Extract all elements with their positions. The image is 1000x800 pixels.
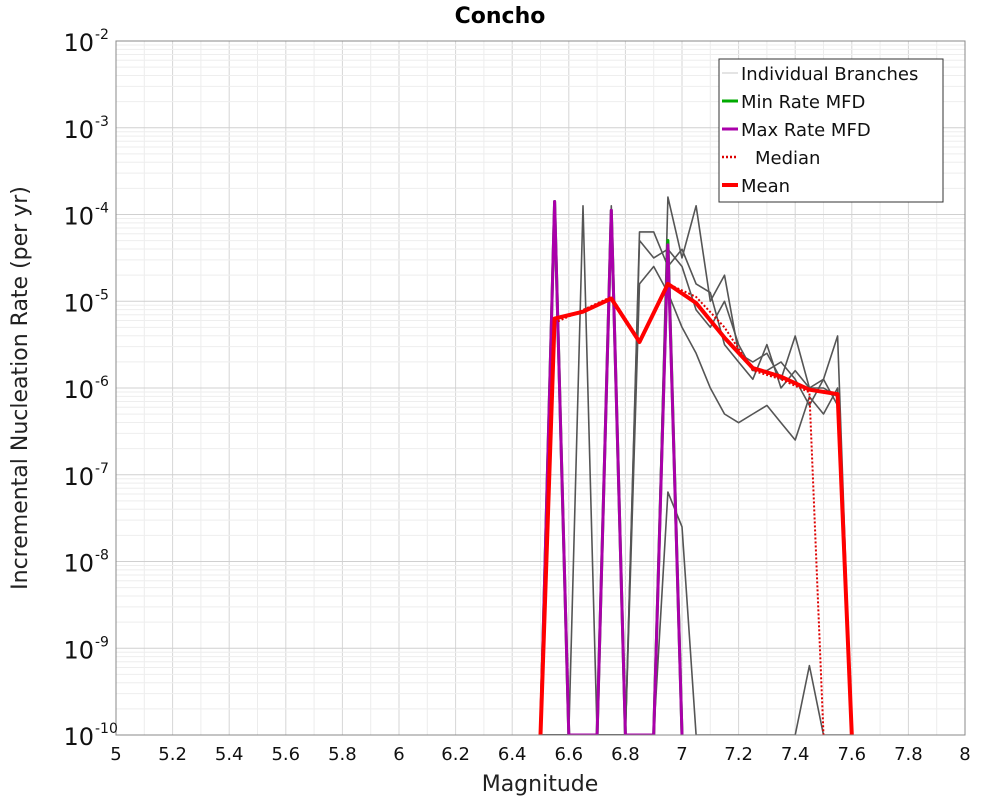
y-tick-exponent: -7 bbox=[95, 461, 109, 477]
chart-title: Concho bbox=[455, 4, 546, 29]
y-tick-label: 10 -9 bbox=[63, 634, 109, 664]
x-tick-label: 6.2 bbox=[441, 744, 470, 765]
x-tick-label: 6.4 bbox=[498, 744, 527, 765]
y-tick-base: 10 bbox=[63, 723, 94, 751]
y-tick-label: 10 -3 bbox=[63, 114, 109, 144]
branch-line bbox=[540, 196, 853, 735]
y-tick-base: 10 bbox=[63, 636, 94, 664]
y-tick-exponent: -8 bbox=[95, 548, 109, 564]
y-tick-label: 10 -2 bbox=[63, 27, 109, 57]
y-tick-label: 10 -7 bbox=[63, 461, 109, 491]
x-tick-label: 7 bbox=[676, 744, 687, 765]
y-tick-base: 10 bbox=[63, 550, 94, 578]
y-tick-label: 10 -4 bbox=[63, 201, 109, 231]
x-tick-label: 8 bbox=[959, 744, 970, 765]
x-tick-label: 5 bbox=[110, 744, 121, 765]
x-tick-label: 7.8 bbox=[894, 744, 923, 765]
legend-entry: Min Rate MFD bbox=[722, 92, 865, 113]
x-tick-label: 7.6 bbox=[837, 744, 866, 765]
series-group bbox=[538, 196, 854, 735]
y-tick-exponent: -6 bbox=[95, 374, 109, 390]
x-tick-label: 5.2 bbox=[158, 744, 187, 765]
legend-box bbox=[718, 58, 944, 203]
legend-entry: Mean bbox=[722, 176, 790, 197]
mean-line bbox=[538, 281, 854, 735]
branch-line bbox=[540, 491, 852, 735]
y-tick-label: 10 -10 bbox=[63, 721, 117, 751]
y-tick-exponent: -5 bbox=[95, 287, 109, 303]
x-tick-label: 5.8 bbox=[328, 744, 357, 765]
y-tick-exponent: -10 bbox=[95, 721, 118, 737]
y-tick-exponent: -9 bbox=[95, 634, 109, 650]
y-axis-ticks: 10-210-310-410-510-610-710-810-910-10 bbox=[63, 27, 117, 751]
x-tick-label: 6.8 bbox=[611, 744, 640, 765]
y-tick-base: 10 bbox=[63, 29, 94, 57]
legend-label: Individual Branches bbox=[741, 64, 918, 85]
y-tick-label: 10 -6 bbox=[63, 374, 109, 404]
y-axis-label: Incremental Nucleation Rate (per yr) bbox=[8, 186, 33, 590]
y-tick-base: 10 bbox=[63, 116, 94, 144]
plot-frame bbox=[115, 40, 966, 736]
x-tick-label: 6.6 bbox=[554, 744, 583, 765]
series-layer bbox=[538, 196, 854, 735]
legend-entries: Individual Branches Min Rate MFD Max Rate … bbox=[722, 64, 918, 197]
legend-entry: Individual Branches bbox=[722, 64, 918, 85]
x-tick-label: 5.4 bbox=[215, 744, 244, 765]
y-tick-base: 10 bbox=[63, 376, 94, 404]
x-tick-label: 7.2 bbox=[724, 744, 753, 765]
x-tick-label: 7.4 bbox=[781, 744, 810, 765]
y-tick-exponent: -2 bbox=[95, 27, 109, 43]
y-tick-exponent: -3 bbox=[95, 114, 109, 130]
x-tick-label: 6 bbox=[393, 744, 404, 765]
legend-label: Max Rate MFD bbox=[741, 120, 871, 141]
y-tick-base: 10 bbox=[63, 203, 94, 231]
y-tick-label: 10 -5 bbox=[63, 287, 109, 317]
median-line bbox=[539, 282, 825, 735]
legend-entry: Median bbox=[722, 148, 820, 169]
legend-label: Median bbox=[755, 148, 820, 169]
legend-label: Min Rate MFD bbox=[741, 92, 865, 113]
y-tick-exponent: -4 bbox=[95, 201, 109, 217]
legend: Individual Branches Min Rate MFD Max Rate … bbox=[718, 58, 944, 203]
x-axis-label: Magnitude bbox=[482, 772, 599, 797]
x-tick-label: 5.6 bbox=[271, 744, 300, 765]
y-tick-base: 10 bbox=[63, 289, 94, 317]
branch-line bbox=[540, 205, 853, 735]
x-axis-ticks: 5 5.2 5.4 5.6 5.8 6 6.2 6.4 6.6 6.8 7 7.2 7.4 7.6 7.8 8 bbox=[110, 744, 970, 765]
branch-line bbox=[540, 265, 853, 735]
legend-label: Mean bbox=[741, 176, 790, 197]
legend-entry: Max Rate MFD bbox=[722, 120, 871, 141]
max-rate-mfd-line bbox=[539, 200, 684, 735]
y-tick-base: 10 bbox=[63, 463, 94, 491]
y-tick-label: 10 -8 bbox=[63, 548, 109, 578]
